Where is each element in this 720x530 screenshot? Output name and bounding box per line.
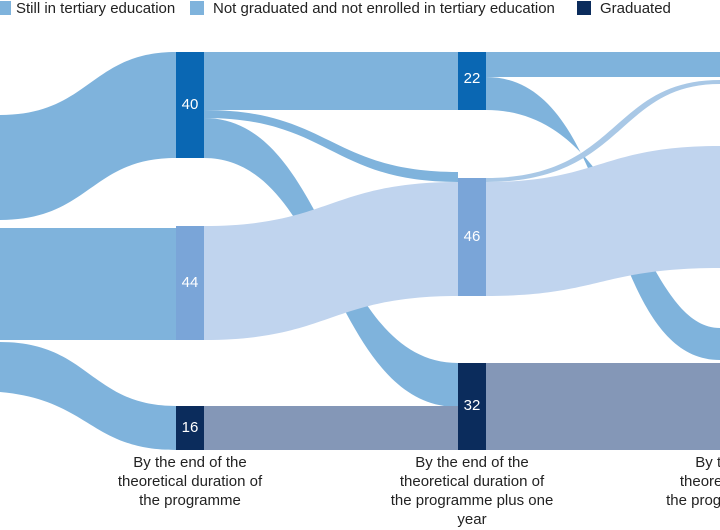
flow-not-to-not: [204, 182, 458, 340]
node-stage2-not: [458, 178, 486, 296]
stage-label-3-line-1: By the end of the: [695, 454, 720, 471]
legend-label-grad: Graduated: [600, 0, 671, 17]
flow-grad2-to-grad: [486, 363, 720, 450]
nodes: [176, 52, 486, 450]
flow-in-grad: [0, 342, 176, 450]
stage-labels: By the end of the theoretical duration o…: [118, 454, 720, 528]
flow-grad-to-grad: [204, 406, 458, 450]
stage-label-2-line-1: By the end of the: [415, 454, 528, 471]
legend-label-not: Not graduated and not enrolled in tertia…: [213, 0, 555, 17]
flow-not2-to-not: [486, 146, 720, 296]
node-labels: 40 44 16 22 46 32: [182, 70, 481, 436]
stage-label-2-line-4: year: [457, 511, 486, 528]
stage-label-3-line-3: the programme plus three: [666, 492, 720, 509]
legend-swatch-still: [0, 1, 11, 15]
node-value-stage2-not: 46: [464, 228, 481, 245]
legend: Still in tertiary education Not graduate…: [0, 0, 671, 17]
legend-label-still: Still in tertiary education: [16, 0, 175, 17]
stage-label-2-line-3: the programme plus one: [391, 492, 554, 509]
node-stage1-grad: [176, 406, 204, 450]
stage-label-2-line-2: theoretical duration of: [400, 473, 545, 490]
stage-label-1-line-3: the programme: [139, 492, 241, 509]
flow-still-to-not: [204, 110, 458, 182]
node-value-stage1-grad: 16: [182, 419, 199, 436]
flow-still-to-still: [204, 52, 458, 110]
node-value-stage2-still: 22: [464, 70, 481, 87]
stage-label-1-line-1: By the end of the: [133, 454, 246, 471]
flow-still2-to-grad: [486, 77, 720, 360]
node-stage2-still: [458, 52, 486, 110]
node-value-stage1-not: 44: [182, 274, 199, 291]
stage-label-1-line-2: theoretical duration of: [118, 473, 263, 490]
node-stage2-grad: [458, 363, 486, 450]
stage-label-3-line-2: theoretical duration of: [680, 473, 720, 490]
node-stage1-still: [176, 52, 204, 158]
flows: [0, 52, 720, 450]
flow-still2-to-still: [486, 52, 720, 77]
flow-in-still: [0, 52, 176, 220]
flow-in-not: [0, 228, 176, 340]
legend-swatch-not: [190, 1, 204, 15]
node-value-stage1-still: 40: [182, 96, 199, 113]
node-stage1-not: [176, 226, 204, 340]
legend-swatch-grad: [577, 1, 591, 15]
node-value-stage2-grad: 32: [464, 397, 481, 414]
